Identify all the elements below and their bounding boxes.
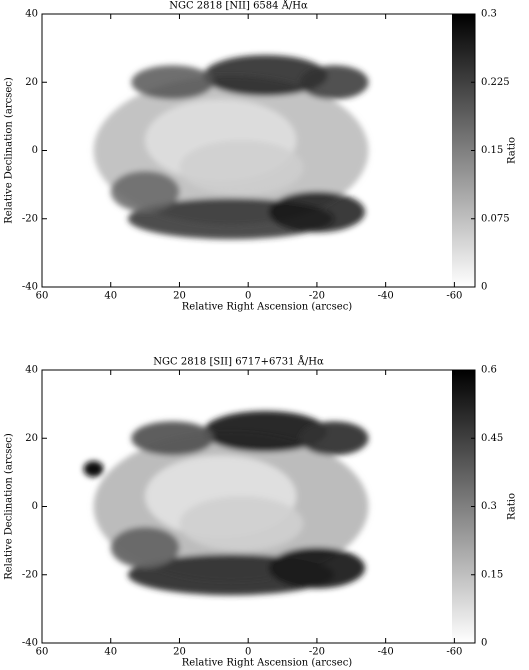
y-tick-label: -40 — [22, 638, 38, 649]
y-tick-label: -20 — [22, 569, 38, 580]
y-tick-label: 0 — [32, 501, 38, 512]
colorbar-label: Ratio — [507, 493, 518, 520]
colorbar-tick-label: 0.45 — [481, 433, 503, 444]
nebula-region — [110, 170, 180, 212]
colorbar-label: Ratio — [507, 137, 518, 164]
colorbar-tick-label: 0 — [481, 282, 487, 293]
x-tick-label: 20 — [173, 291, 186, 302]
colorbar-tick-label: 0.15 — [481, 145, 503, 156]
colorbar-tick-label: 0.3 — [481, 501, 497, 512]
x-tick-label: 0 — [245, 647, 251, 658]
colorbar-tick-label: 0.3 — [481, 9, 497, 20]
x-tick-label: -20 — [309, 291, 325, 302]
nebula-region — [203, 410, 328, 452]
x-tick-label: 40 — [104, 291, 117, 302]
nebula-region — [268, 547, 366, 589]
nebula-region — [299, 421, 369, 456]
colorbar-tick-label: 0.075 — [481, 213, 510, 224]
colorbar-tick-label: 0.225 — [481, 77, 510, 88]
nebula-region — [179, 140, 304, 195]
y-tick-label: 40 — [25, 9, 38, 20]
nebula-region — [268, 191, 366, 233]
x-axis-label: Relative Right Ascension (arcsec) — [182, 658, 353, 669]
y-axis-label: Relative Declination (arcsec) — [4, 77, 15, 224]
nebula-region — [131, 421, 214, 456]
y-axis-label: Relative Declination (arcsec) — [4, 433, 15, 580]
nebula-region — [299, 65, 369, 100]
y-tick-label: 20 — [25, 77, 38, 88]
nebula-region — [179, 496, 304, 551]
nebula-region — [131, 65, 214, 100]
chart-title: NGC 2818 [NII] 6584 Å/Hα — [169, 0, 308, 12]
x-tick-label: -20 — [309, 647, 325, 658]
nebula-image — [83, 410, 369, 596]
colorbar-tick-label: 0.6 — [481, 365, 497, 376]
colorbar — [452, 14, 475, 287]
x-tick-label: 60 — [36, 647, 49, 658]
x-tick-label: -40 — [378, 291, 394, 302]
x-tick-label: -60 — [446, 291, 462, 302]
x-tick-label: -40 — [378, 647, 394, 658]
nebula-region — [203, 54, 328, 96]
y-tick-label: 20 — [25, 433, 38, 444]
chart-title: NGC 2818 [SII] 6717+6731 Å/Hα — [153, 356, 324, 368]
y-tick-label: -40 — [22, 282, 38, 293]
x-axis-label: Relative Right Ascension (arcsec) — [182, 302, 353, 313]
nebula-region — [110, 526, 180, 568]
y-tick-label: 0 — [32, 145, 38, 156]
y-tick-label: -20 — [22, 213, 38, 224]
x-tick-label: 20 — [173, 647, 186, 658]
colorbar-tick-label: 0.15 — [481, 569, 503, 580]
x-tick-label: -60 — [446, 647, 462, 658]
nebula-image — [93, 54, 369, 240]
y-tick-label: 40 — [25, 365, 38, 376]
colorbar — [452, 370, 475, 643]
x-tick-label: 60 — [36, 291, 49, 302]
x-tick-label: 40 — [104, 647, 117, 658]
colorbar-tick-label: 0 — [481, 638, 487, 649]
nebula-knot — [83, 460, 104, 477]
x-tick-label: 0 — [245, 291, 251, 302]
